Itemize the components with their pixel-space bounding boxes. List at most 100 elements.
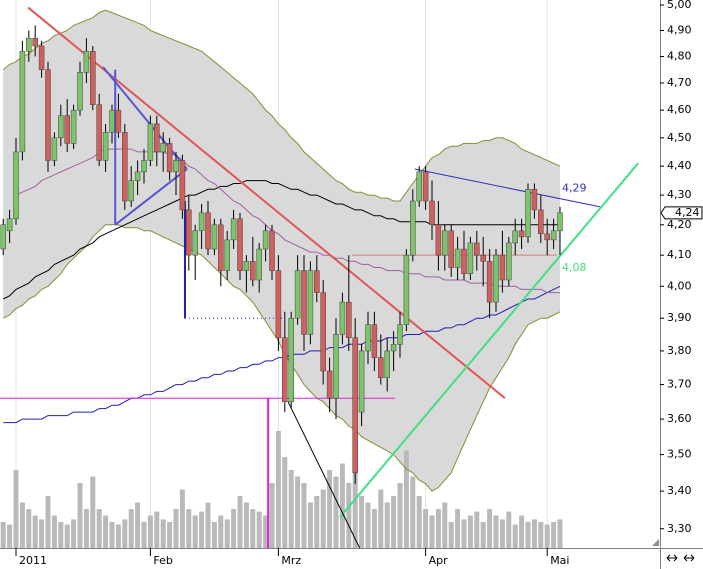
y-tick-label: 3,70	[667, 378, 692, 391]
volume-bar	[403, 450, 409, 548]
x-tick-label: 2011	[19, 554, 47, 567]
candle-body	[493, 254, 499, 303]
volume-bar	[455, 509, 461, 548]
volume-bar	[45, 496, 51, 548]
volume-bar	[282, 457, 288, 548]
candle-body	[442, 230, 448, 256]
candle-body	[518, 230, 525, 238]
candle-body	[102, 131, 109, 161]
candle-body	[51, 137, 58, 161]
volume-bar	[32, 515, 38, 548]
candle-body	[26, 37, 32, 52]
candle-body	[544, 233, 550, 241]
trendline	[339, 162, 639, 518]
volume-bar	[109, 522, 115, 548]
volume-bar	[493, 515, 499, 548]
candle-body	[205, 212, 211, 250]
candle-body	[499, 254, 506, 281]
volume-bar	[461, 519, 467, 548]
volume-bar	[192, 515, 198, 548]
candle-body	[301, 270, 307, 335]
candle-body	[0, 224, 6, 250]
candle-body	[486, 261, 493, 303]
y-tick-label: 5,00	[667, 0, 692, 11]
candle-body	[333, 334, 339, 399]
candle-body	[506, 242, 512, 281]
volume-bar	[429, 515, 435, 548]
candle-body	[32, 37, 38, 47]
volume-bar	[103, 515, 109, 548]
scroll-buttons[interactable]	[666, 554, 695, 562]
volume-bar	[314, 496, 320, 548]
volume-bar	[307, 502, 313, 548]
volume-bar	[13, 470, 19, 548]
candle-body	[474, 242, 480, 256]
candle-body	[326, 370, 333, 399]
y-tick-label: 4,20	[667, 218, 692, 231]
band-upper	[2, 9, 561, 202]
candle-body	[346, 301, 352, 338]
volume-bar	[506, 511, 512, 548]
volume-bar	[487, 509, 493, 548]
candle-body	[352, 337, 358, 473]
candle-body	[339, 301, 346, 335]
volume-bar	[96, 509, 102, 548]
volume-bar	[410, 476, 416, 548]
candle-body	[269, 230, 275, 271]
volume-bar	[128, 509, 134, 548]
volume-bar	[122, 519, 128, 548]
candle-body	[147, 123, 154, 161]
candle-body	[390, 344, 397, 352]
volume-bar	[295, 476, 301, 548]
y-tick-label: 3,40	[667, 484, 692, 497]
y-tick-label: 3,90	[667, 311, 692, 324]
candle-body	[45, 69, 51, 161]
y-tick-label: 4,40	[667, 159, 692, 172]
volume-bar	[269, 483, 275, 548]
resize-handle[interactable]	[652, 539, 659, 546]
candle-body	[538, 209, 544, 235]
y-tick-label: 3,50	[667, 448, 692, 461]
candle-body	[256, 248, 262, 281]
volume-bar	[83, 509, 89, 548]
volume-bar	[480, 522, 486, 548]
volume-bar	[397, 483, 403, 548]
volume-bar	[7, 524, 13, 548]
candle-body	[371, 324, 378, 358]
last-price-marker	[660, 206, 703, 220]
candle-body	[422, 171, 429, 202]
candle-body	[96, 104, 102, 161]
volume-bar	[352, 457, 358, 548]
candle-body	[397, 324, 403, 345]
y-tick-label: 3,30	[667, 522, 692, 535]
candle-body	[77, 72, 83, 111]
volume-bar	[301, 483, 307, 548]
candle-body	[198, 212, 205, 232]
volume-bar	[211, 522, 217, 548]
candle-body	[211, 224, 218, 250]
volume-bar	[71, 519, 77, 548]
candle-body	[384, 350, 390, 379]
candle-body	[448, 230, 454, 268]
y-tick-label: 4,30	[667, 188, 692, 201]
axes: 5,00 4,90 4,80 4,70 4,60 4,50 4,40 4,30 4,20 4,10…	[15, 0, 703, 567]
candle-body	[38, 45, 45, 70]
candle-body	[294, 270, 301, 319]
volume-bar	[365, 502, 371, 548]
candle-body	[70, 109, 77, 144]
volume-bar	[327, 470, 333, 548]
volume-bar	[224, 519, 230, 548]
candle-body	[58, 115, 64, 139]
moving-average	[2, 180, 560, 300]
candle-body	[314, 270, 320, 293]
volume-bar	[474, 511, 480, 548]
candle-body	[179, 160, 186, 211]
candle-body	[230, 218, 237, 241]
candle-body	[467, 242, 474, 274]
candle-body	[192, 230, 198, 256]
candle-body	[224, 239, 230, 271]
volume-bar	[538, 522, 544, 548]
x-tick-label: Mai	[550, 554, 569, 567]
volume-bar	[423, 509, 429, 548]
